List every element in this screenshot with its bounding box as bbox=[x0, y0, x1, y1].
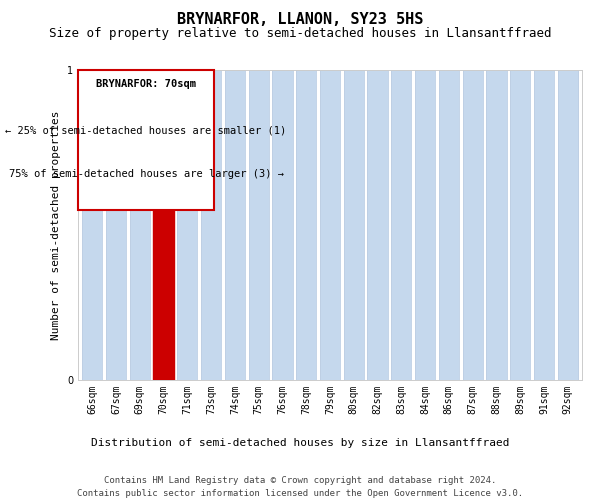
Text: Size of property relative to semi-detached houses in Llansantffraed: Size of property relative to semi-detach… bbox=[49, 28, 551, 40]
Bar bbox=[534, 70, 554, 380]
Bar bbox=[82, 70, 103, 380]
Text: Contains HM Land Registry data © Crown copyright and database right 2024.: Contains HM Land Registry data © Crown c… bbox=[104, 476, 496, 485]
Bar bbox=[391, 70, 412, 380]
Bar bbox=[106, 70, 126, 380]
Bar bbox=[463, 70, 483, 380]
Bar bbox=[439, 70, 459, 380]
Bar bbox=[367, 70, 388, 380]
FancyBboxPatch shape bbox=[78, 70, 214, 209]
Bar bbox=[154, 70, 173, 380]
Bar bbox=[557, 70, 578, 380]
Bar bbox=[130, 70, 150, 380]
Text: 75% of semi-detached houses are larger (3) →: 75% of semi-detached houses are larger (… bbox=[8, 169, 284, 179]
Text: BRYNARFOR: 70sqm: BRYNARFOR: 70sqm bbox=[96, 80, 196, 90]
Bar bbox=[487, 70, 506, 380]
Bar bbox=[201, 70, 221, 380]
Bar bbox=[272, 70, 293, 380]
Bar bbox=[177, 70, 197, 380]
Bar bbox=[248, 70, 269, 380]
Bar bbox=[296, 70, 316, 380]
Bar bbox=[415, 70, 435, 380]
Text: Distribution of semi-detached houses by size in Llansantffraed: Distribution of semi-detached houses by … bbox=[91, 438, 509, 448]
Text: Contains public sector information licensed under the Open Government Licence v3: Contains public sector information licen… bbox=[77, 489, 523, 498]
Bar bbox=[510, 70, 530, 380]
Bar bbox=[225, 70, 245, 380]
Text: BRYNARFOR, LLANON, SY23 5HS: BRYNARFOR, LLANON, SY23 5HS bbox=[177, 12, 423, 28]
Text: ← 25% of semi-detached houses are smaller (1): ← 25% of semi-detached houses are smalle… bbox=[5, 126, 287, 136]
Bar bbox=[344, 70, 364, 380]
Bar bbox=[320, 70, 340, 380]
Y-axis label: Number of semi-detached properties: Number of semi-detached properties bbox=[52, 110, 61, 340]
